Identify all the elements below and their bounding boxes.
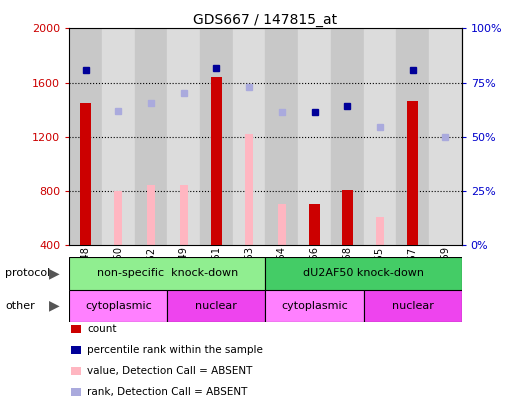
Text: cytoplasmic: cytoplasmic [85,301,152,311]
Bar [102,28,134,245]
Text: ▶: ▶ [49,299,59,313]
Bar [407,102,419,245]
Text: cytoplasmic: cytoplasmic [281,301,348,311]
Title: GDS667 / 147815_at: GDS667 / 147815_at [193,13,338,27]
Bar [429,28,462,245]
Bar [364,290,462,322]
Bar [71,367,81,375]
Bar [265,28,298,245]
Bar [69,257,266,290]
Bar [266,290,364,322]
Bar [147,185,155,245]
Bar [342,190,353,245]
Bar [71,346,81,354]
Bar [266,257,462,290]
Text: other: other [5,301,35,311]
Text: count: count [87,324,117,334]
Bar [376,217,384,245]
Bar [396,28,429,245]
Bar [331,28,364,245]
Bar [180,185,188,245]
Bar [167,290,266,322]
Bar [114,191,123,245]
Bar [134,28,167,245]
Bar [69,28,102,245]
Bar [200,28,233,245]
Bar [71,388,81,396]
Bar [298,28,331,245]
Bar [80,103,91,245]
Bar [364,28,396,245]
Bar [69,290,167,322]
Text: protocol: protocol [5,269,50,278]
Bar [278,205,286,245]
Bar [233,28,265,245]
Bar [245,134,253,245]
Text: ▶: ▶ [49,266,59,280]
Bar [71,325,81,333]
Text: nuclear: nuclear [195,301,238,311]
Bar [167,28,200,245]
Text: percentile rank within the sample: percentile rank within the sample [87,345,263,355]
Text: value, Detection Call = ABSENT: value, Detection Call = ABSENT [87,366,252,376]
Text: rank, Detection Call = ABSENT: rank, Detection Call = ABSENT [87,387,248,397]
Bar [309,205,320,245]
Text: nuclear: nuclear [392,301,433,311]
Bar [211,77,222,245]
Text: non-specific  knock-down: non-specific knock-down [97,269,238,278]
Text: dU2AF50 knock-down: dU2AF50 knock-down [303,269,424,278]
